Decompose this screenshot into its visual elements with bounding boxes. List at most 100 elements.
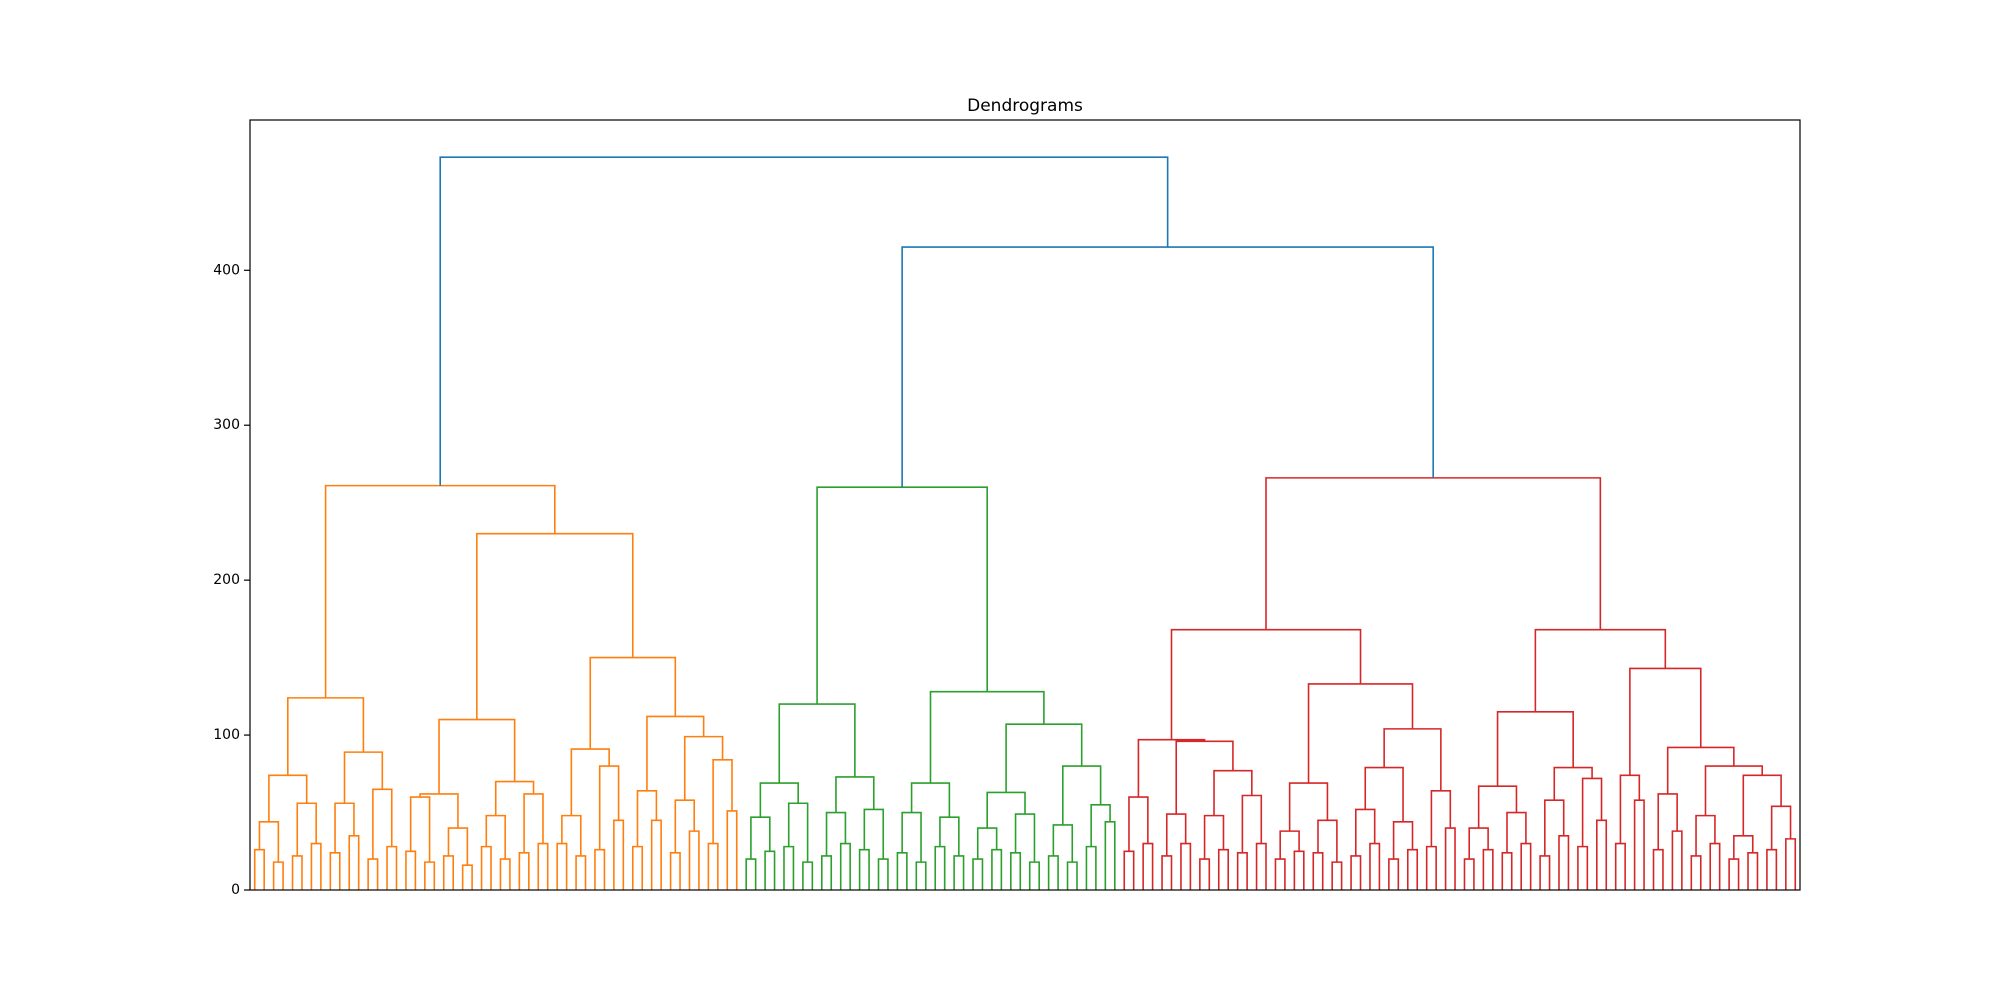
dendrogram-link bbox=[367, 858, 379, 890]
dendrogram-link bbox=[1279, 830, 1300, 860]
dendrogram-link bbox=[674, 799, 696, 853]
dendrogram-link bbox=[877, 858, 889, 890]
dendrogram-link bbox=[1444, 827, 1456, 890]
dendrogram-link bbox=[1005, 723, 1083, 793]
chart-title: Dendrograms bbox=[967, 96, 1083, 116]
dendrogram-link bbox=[915, 861, 927, 890]
axes-frame bbox=[249, 119, 1801, 891]
dendrogram-link bbox=[669, 852, 681, 890]
dendrogram-link bbox=[570, 748, 610, 816]
dendrogram-link bbox=[594, 848, 606, 890]
dendrogram-link bbox=[650, 819, 662, 890]
dendrogram-link bbox=[910, 782, 951, 818]
dendrogram-link bbox=[1766, 848, 1778, 890]
y-tick-label: 300 bbox=[213, 417, 240, 433]
dendrogram-link bbox=[858, 848, 870, 890]
dendrogram-link bbox=[1199, 858, 1211, 890]
dendrogram-link bbox=[1733, 834, 1754, 860]
dendrogram-link bbox=[631, 845, 644, 890]
dendrogram-link bbox=[1544, 799, 1565, 856]
dendrogram-link bbox=[386, 845, 398, 890]
dendrogram-link bbox=[485, 814, 506, 860]
dendrogram-link bbox=[896, 852, 908, 890]
dendrogram-link bbox=[296, 802, 317, 856]
dendrogram-link bbox=[1709, 842, 1721, 890]
dendrogram-link bbox=[953, 855, 965, 890]
dendrogram-link bbox=[1161, 855, 1173, 890]
dendrogram-link bbox=[372, 788, 393, 860]
dendrogram-link bbox=[636, 790, 658, 847]
dendrogram-link bbox=[1062, 765, 1102, 825]
dendrogram-link bbox=[561, 814, 582, 856]
dendrogram-link bbox=[1010, 852, 1022, 890]
dendrogram-link bbox=[1307, 683, 1414, 784]
dendrogram-link bbox=[839, 842, 851, 890]
dendrogram-link bbox=[783, 845, 795, 890]
dendrogram-link bbox=[343, 751, 384, 804]
dendrogram-link bbox=[1104, 821, 1116, 890]
dendrogram-link bbox=[1553, 766, 1593, 801]
dendrogram-link bbox=[764, 850, 776, 890]
dendrogram-link bbox=[1047, 855, 1059, 890]
dendrogram-link bbox=[1317, 819, 1338, 863]
dendrogram-link bbox=[1137, 738, 1206, 798]
dendrogram-link bbox=[1496, 711, 1574, 787]
dendrogram-link bbox=[258, 821, 280, 863]
dendrogram-link bbox=[1388, 858, 1400, 890]
dendrogram-link bbox=[1142, 842, 1154, 890]
dendrogram-link bbox=[439, 156, 1169, 486]
dendrogram-link bbox=[1614, 842, 1626, 890]
dendrogram-link bbox=[929, 690, 1045, 784]
dendrogram-link bbox=[523, 793, 544, 853]
dendrogram-link bbox=[1671, 830, 1683, 890]
dendrogram-link bbox=[1090, 803, 1111, 847]
dendrogram-link bbox=[1577, 845, 1589, 890]
dendrogram-link bbox=[759, 782, 799, 818]
dendrogram-link bbox=[1629, 667, 1702, 776]
dendrogram-link bbox=[1028, 861, 1040, 890]
dendrogram-link bbox=[726, 810, 738, 890]
dendrogram-link bbox=[310, 842, 322, 890]
dendrogram-link bbox=[1312, 852, 1324, 890]
dendrogram-link bbox=[1213, 769, 1253, 816]
dendrogram-link bbox=[1430, 790, 1452, 847]
dendrogram-link bbox=[348, 834, 360, 890]
dendrogram-link bbox=[424, 861, 436, 890]
dendrogram-link bbox=[1463, 858, 1475, 890]
dendrogram-link bbox=[1066, 861, 1078, 890]
dendrogram-link bbox=[1014, 813, 1036, 863]
dendrogram-link bbox=[461, 864, 473, 890]
dendrogram-link bbox=[556, 842, 568, 890]
dendrogram-link bbox=[1534, 628, 1667, 712]
dendrogram-link bbox=[646, 715, 705, 791]
dendrogram-link bbox=[1236, 852, 1248, 890]
dendrogram-link bbox=[589, 656, 677, 750]
dendrogram-link bbox=[598, 765, 620, 850]
dendrogram-link bbox=[1392, 821, 1414, 860]
dendrogram-link bbox=[1690, 855, 1702, 890]
dendrogram-link bbox=[683, 735, 724, 801]
dendrogram-link bbox=[613, 819, 625, 890]
dendrogram-link bbox=[1331, 861, 1343, 890]
dendrogram-link bbox=[1288, 782, 1329, 832]
dendrogram-link bbox=[324, 484, 556, 698]
dendrogram-link bbox=[1501, 852, 1513, 890]
dendrogram-link bbox=[1477, 785, 1518, 829]
dendrogram-link bbox=[1652, 848, 1664, 890]
dendrogram-link bbox=[901, 811, 922, 863]
dendrogram-link bbox=[419, 793, 459, 829]
dendrogram-link bbox=[1506, 811, 1527, 853]
dendrogram-link bbox=[1369, 842, 1381, 890]
dendrogram-link bbox=[934, 845, 946, 890]
dendrogram-link bbox=[1539, 855, 1551, 890]
dendrogram-link bbox=[939, 816, 960, 856]
dendrogram-link bbox=[802, 861, 814, 890]
dendrogram-link bbox=[1425, 845, 1437, 890]
dendrogram-link bbox=[1619, 774, 1641, 844]
dendrogram-link bbox=[1052, 824, 1074, 863]
dendrogram-link bbox=[447, 827, 469, 866]
dendrogram-link bbox=[991, 848, 1003, 890]
dendrogram-link bbox=[1633, 799, 1645, 890]
dendrogram-link bbox=[1364, 766, 1404, 822]
